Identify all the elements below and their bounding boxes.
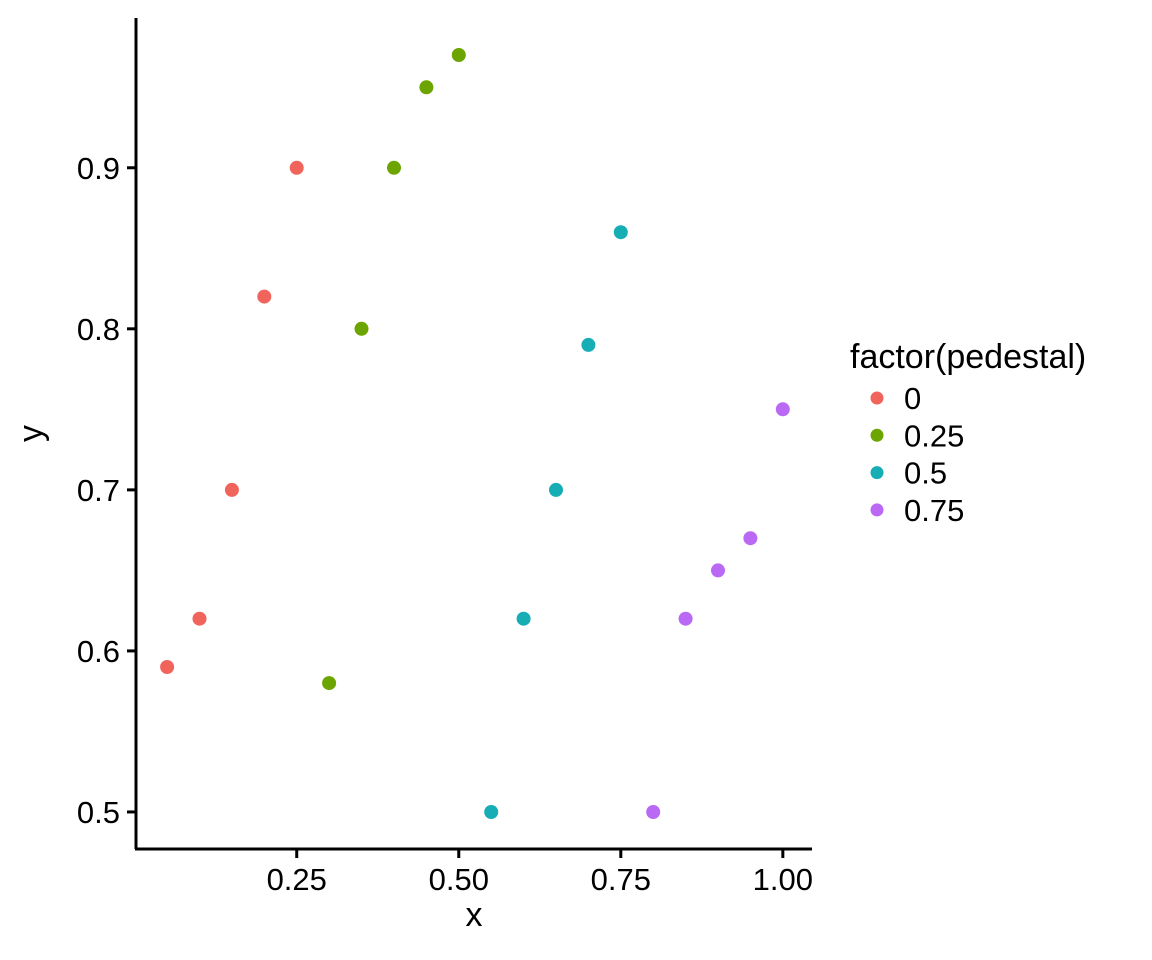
legend-key-dot [870,503,884,517]
legend-key-dot [870,466,884,480]
data-point [711,563,725,578]
legend-item-label: 0 [904,381,921,416]
data-point [646,805,661,819]
legend-item-label: 0.75 [904,493,964,528]
legend: factor(pedestal) 00.250.50.75 [850,338,1086,528]
y-tick-label: 0.5 [77,795,120,830]
data-point [743,531,758,546]
data-point [387,160,401,175]
x-tick-label: 1.00 [753,862,813,897]
data-points-layer [160,48,790,819]
legend-item: 0.5 [870,456,947,491]
x-tick-label: 0.75 [591,862,651,897]
y-axis-ticks: 0.5 0.6 0.7 0.8 0.9 [77,151,136,830]
data-point [678,611,693,626]
data-point [224,482,239,497]
y-tick-label: 0.8 [77,312,120,347]
y-axis-title: y [12,425,50,442]
legend-title: factor(pedestal) [850,338,1086,376]
data-point [581,337,596,352]
data-point [549,482,563,497]
x-axis-title: x [466,896,483,934]
y-tick-label: 0.9 [77,151,120,186]
data-point [613,225,628,240]
data-point [775,402,790,417]
legend-key-dot [870,428,884,442]
data-point [516,611,531,626]
data-point [419,80,434,95]
data-point [192,611,207,626]
data-point [160,660,175,674]
data-point [354,321,369,336]
data-point [484,805,499,819]
y-tick-label: 0.6 [77,634,120,669]
legend-items: 00.250.50.75 [870,381,964,528]
legend-item-label: 0.5 [904,456,947,491]
legend-item: 0.75 [870,493,964,528]
data-point [289,160,304,175]
legend-item-label: 0.25 [904,418,964,453]
data-point [257,289,272,304]
x-tick-label: 0.50 [429,862,489,897]
y-tick-label: 0.7 [77,473,120,508]
data-point [451,48,466,62]
x-axis-ticks: 0.25 0.50 0.75 1.00 [267,849,813,897]
legend-item: 0.25 [870,418,964,453]
legend-item: 0 [870,381,921,416]
x-tick-label: 0.25 [267,862,327,897]
legend-key-dot [870,391,884,405]
data-point [322,676,337,691]
